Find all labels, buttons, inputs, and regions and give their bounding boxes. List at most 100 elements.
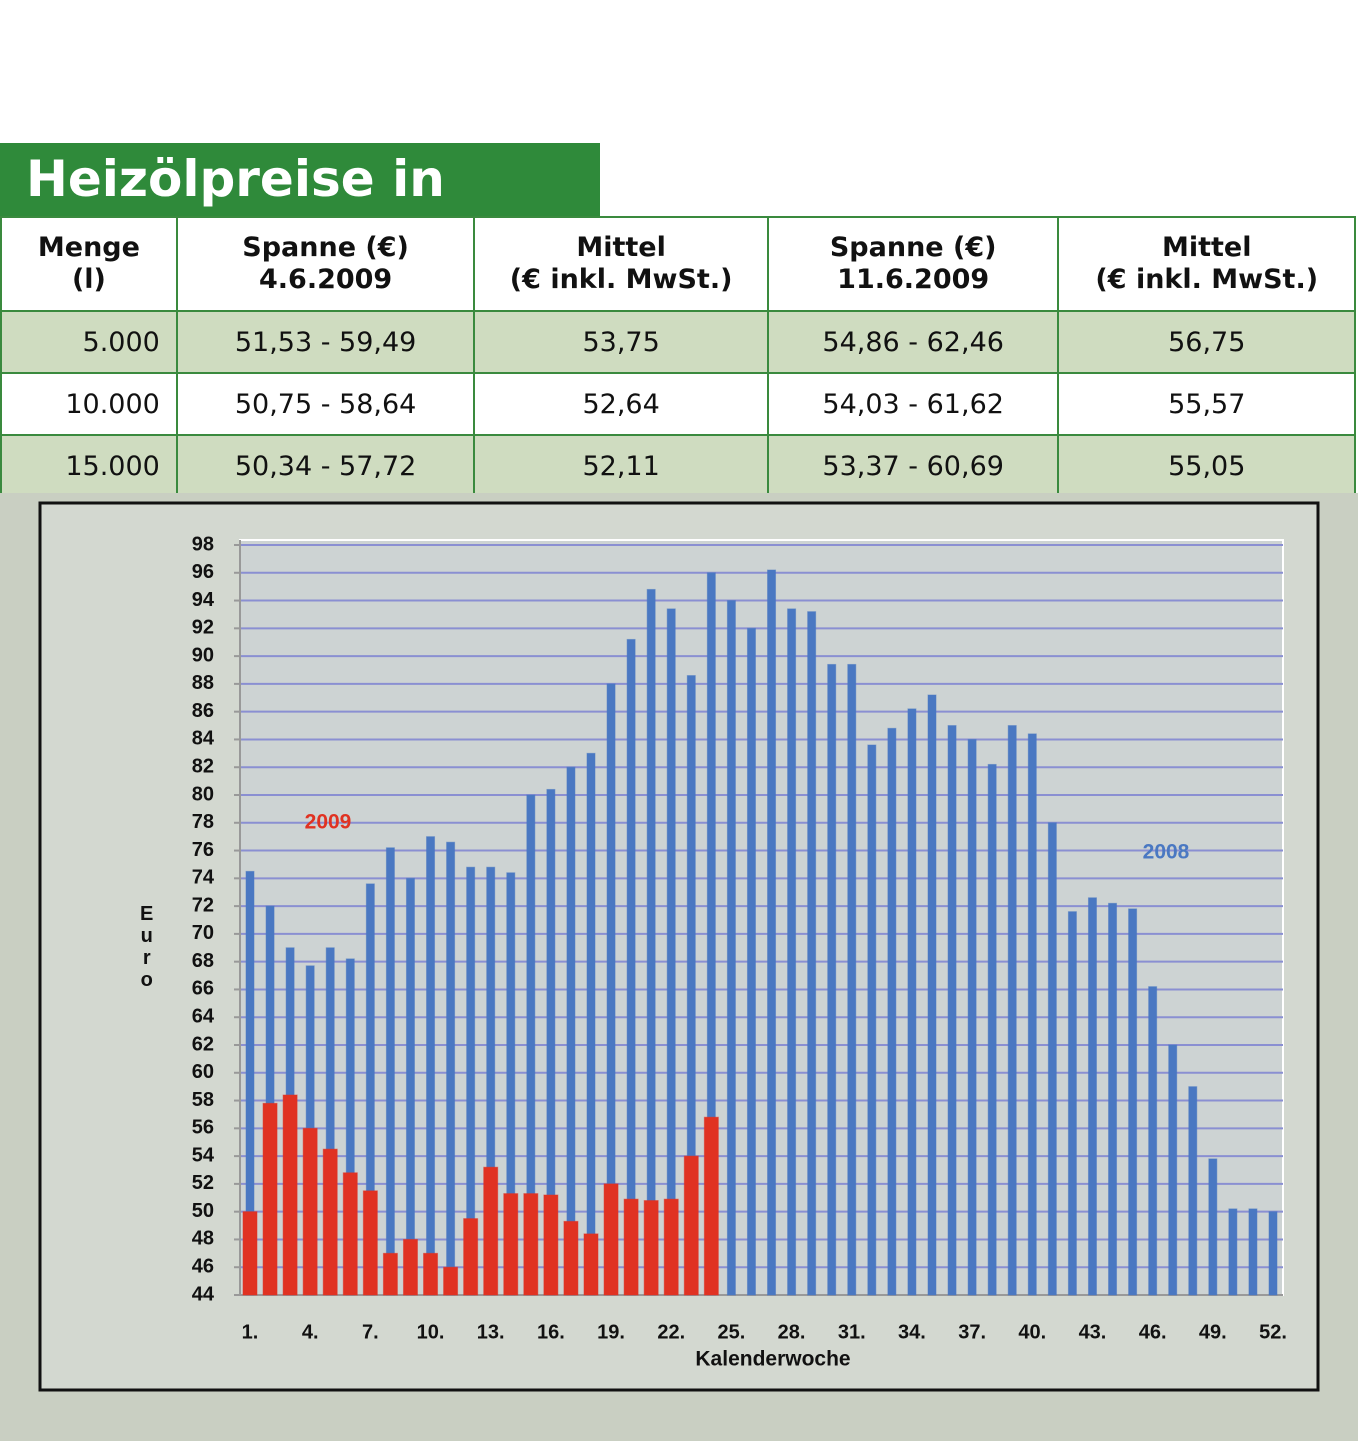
bar [282, 1094, 298, 1296]
header-line: (€ inkl. MwSt.) [509, 264, 733, 295]
plot-area [239, 539, 1284, 1296]
bar [1188, 1086, 1198, 1296]
x-tick-label: 19. [597, 1321, 625, 1343]
bar [987, 763, 997, 1296]
bar [342, 1172, 358, 1296]
bar [827, 663, 837, 1296]
bar [1087, 897, 1097, 1296]
bar [887, 727, 897, 1296]
bar [446, 841, 456, 1296]
y-tick-label: 60 [192, 1061, 214, 1083]
y-tick-label: 88 [192, 672, 214, 694]
x-tick-label: 37. [958, 1321, 986, 1343]
header-line: Spanne (€) [829, 232, 997, 263]
bar [767, 569, 777, 1296]
bar [683, 1155, 699, 1296]
y-tick-label: 56 [192, 1117, 214, 1139]
table-cell: 55,05 [1057, 434, 1356, 498]
bar [523, 1193, 539, 1296]
bar [746, 627, 756, 1296]
header-line: Menge [37, 232, 140, 263]
header-line: Spanne (€) [242, 232, 409, 263]
table-cell: 5.000 [0, 310, 178, 374]
bar [703, 1116, 719, 1296]
y-tick-label: 94 [192, 589, 215, 611]
y-tick-label: 72 [192, 894, 214, 916]
y-tick-label: 70 [192, 922, 214, 944]
bar [1208, 1158, 1218, 1296]
header-line: 11.6.2009 [837, 264, 990, 295]
bar [807, 611, 817, 1296]
table-cell: 54,86 - 62,46 [766, 310, 1060, 374]
bar [405, 877, 415, 1296]
table-cell: 55,57 [1057, 372, 1356, 436]
bar [1148, 986, 1158, 1296]
bar [787, 608, 797, 1296]
bar [543, 1194, 559, 1296]
table-row: 5.000 51,53 - 59,49 53,75 54,86 - 62,46 56,7… [0, 310, 1356, 374]
bar [566, 766, 576, 1296]
table-cell: 54,03 - 61,62 [766, 372, 1060, 436]
bar [385, 847, 395, 1296]
bar [1228, 1208, 1238, 1296]
bar [1007, 725, 1017, 1296]
bar [927, 694, 937, 1296]
x-tick-label: 4. [302, 1321, 319, 1343]
x-tick-label: 7. [362, 1321, 379, 1343]
bar [563, 1220, 579, 1296]
y-tick-label: 66 [192, 978, 214, 1000]
price-table: Menge (l) Spanne (€) 4.6.2009 Mittel (€ inkl.… [0, 216, 1356, 498]
bar [1268, 1211, 1278, 1296]
y-tick-label: 68 [192, 950, 214, 972]
bar [907, 708, 917, 1296]
table-cell: 53,37 - 60,69 [766, 434, 1060, 498]
y-tick-label: 52 [192, 1172, 214, 1194]
header-line: (€ inkl. MwSt.) [1095, 264, 1319, 295]
bar [1108, 902, 1118, 1296]
table-cell: 56,75 [1057, 310, 1356, 374]
header-cell: Spanne (€) 4.6.2009 [175, 216, 476, 312]
header-line: 4.6.2009 [258, 264, 393, 295]
bar [382, 1252, 398, 1296]
table-row: 15.000 50,34 - 57,72 52,11 53,37 - 60,69 55,… [0, 434, 1356, 498]
bar [242, 1211, 258, 1296]
x-tick-label: 34. [898, 1321, 926, 1343]
bar [1027, 733, 1037, 1296]
table-cell: 15.000 [0, 434, 178, 498]
header-cell: Spanne (€) 11.6.2009 [766, 216, 1060, 312]
x-tick-label: 22. [657, 1321, 685, 1343]
y-tick-label: 80 [192, 783, 214, 805]
x-tick-label: 49. [1199, 1321, 1227, 1343]
x-tick-label: 10. [417, 1321, 445, 1343]
y-tick-label: 84 [192, 728, 215, 750]
x-tick-label: 16. [537, 1321, 565, 1343]
bar [643, 1200, 659, 1296]
x-tick-label: 1. [242, 1321, 259, 1343]
y-tick-label: 54 [192, 1144, 215, 1166]
table-cell: 52,64 [473, 372, 769, 436]
bar [463, 1218, 479, 1296]
bar [583, 1233, 599, 1296]
bar [302, 1127, 318, 1296]
y-tick-label: 64 [192, 1006, 215, 1028]
bar [443, 1266, 459, 1296]
bar [1248, 1208, 1258, 1296]
table-cell: 51,53 - 59,49 [175, 310, 476, 374]
bar [423, 1252, 439, 1296]
y-tick-label: 48 [192, 1228, 214, 1250]
bar [603, 1183, 619, 1296]
x-tick-label: 28. [778, 1321, 806, 1343]
y-tick-label: 58 [192, 1089, 214, 1111]
bar [1047, 822, 1057, 1296]
y-tick-label: 92 [192, 617, 214, 639]
bar [947, 725, 957, 1296]
bar [586, 752, 596, 1296]
x-tick-label: 25. [718, 1321, 746, 1343]
y-tick-label: 62 [192, 1033, 214, 1055]
bar [666, 608, 676, 1296]
bar [867, 744, 877, 1296]
header-cell: Mittel (€ inkl. MwSt.) [1057, 216, 1356, 312]
bar [322, 1148, 338, 1296]
bar [663, 1198, 679, 1296]
bar [483, 1166, 499, 1296]
